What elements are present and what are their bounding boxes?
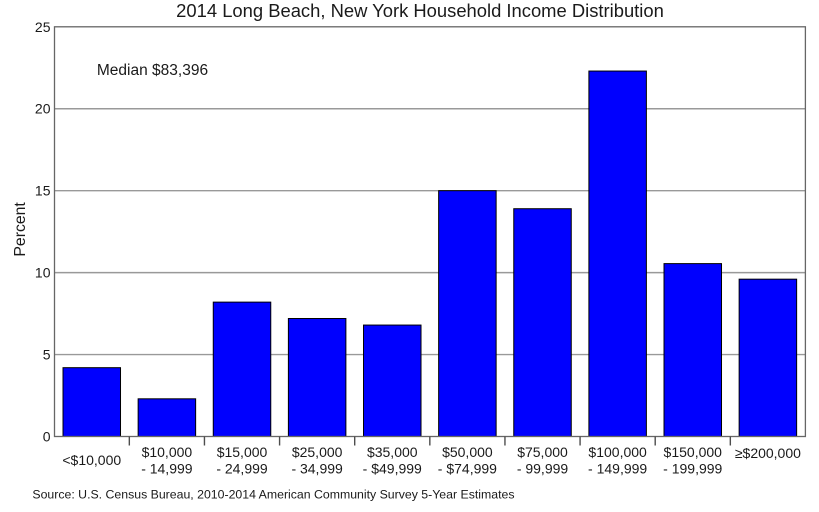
svg-text:- 34,999: - 34,999: [291, 460, 343, 476]
svg-text:- 14,999: - 14,999: [141, 460, 193, 476]
svg-text:Source: U.S. Census Bureau, 20: Source: U.S. Census Bureau, 2010-2014 Am…: [32, 488, 514, 502]
svg-text:- $74,999: - $74,999: [438, 460, 497, 476]
svg-text:$35,000: $35,000: [367, 444, 418, 460]
svg-text:Median $83,396: Median $83,396: [97, 62, 208, 79]
svg-text:15: 15: [35, 183, 51, 199]
svg-text:0: 0: [43, 429, 51, 445]
svg-text:10: 10: [35, 265, 51, 281]
svg-text:- 199,999: - 199,999: [663, 460, 722, 476]
svg-text:<$10,000: <$10,000: [62, 452, 121, 468]
svg-text:$50,000: $50,000: [442, 444, 493, 460]
svg-text:$75,000: $75,000: [517, 444, 568, 460]
svg-text:2014 Long Beach, New York Hous: 2014 Long Beach, New York Household Inco…: [176, 0, 664, 21]
svg-text:20: 20: [35, 101, 51, 117]
svg-text:- 149,999: - 149,999: [588, 460, 647, 476]
svg-text:25: 25: [35, 19, 51, 35]
svg-text:- 24,999: - 24,999: [216, 460, 268, 476]
svg-text:5: 5: [43, 347, 51, 363]
svg-text:$10,000: $10,000: [142, 444, 193, 460]
svg-text:- 99,999: - 99,999: [517, 460, 569, 476]
svg-text:$100,000: $100,000: [588, 444, 647, 460]
svg-text:≥$200,000: ≥$200,000: [735, 445, 801, 461]
svg-text:- $49,999: - $49,999: [363, 460, 422, 476]
svg-text:$15,000: $15,000: [217, 444, 268, 460]
svg-text:Percent: Percent: [12, 202, 29, 257]
svg-text:$25,000: $25,000: [292, 444, 343, 460]
svg-text:$150,000: $150,000: [664, 444, 723, 460]
